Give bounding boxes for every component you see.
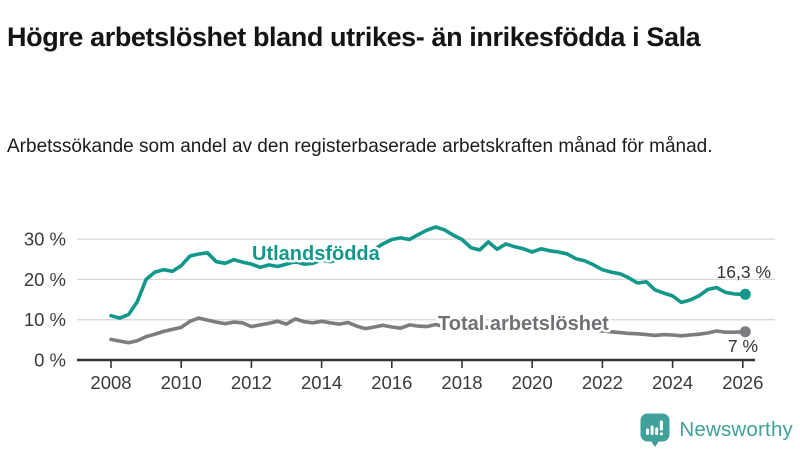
- x-tick-label: 2018: [441, 372, 482, 393]
- series-line-0: [109, 225, 745, 320]
- y-tick-label: 10 %: [24, 309, 66, 330]
- series-label-total-arbetsloshet: Total arbetslöshet: [438, 313, 609, 335]
- newsworthy-logo[interactable]: Newsworthy: [639, 412, 793, 448]
- x-tick-label: 2008: [90, 372, 131, 393]
- end-value-label-utlandsfodda: 16,3 %: [717, 262, 771, 282]
- x-tick-label: 2020: [512, 372, 553, 393]
- y-tick-label: 20 %: [24, 269, 66, 290]
- x-tick-label: 2016: [371, 372, 412, 393]
- x-tick-label: 2010: [161, 372, 202, 393]
- x-tick-label: 2012: [231, 372, 272, 393]
- y-tick-label: 30 %: [24, 229, 66, 250]
- bar-chart-speech-bubble-icon: [640, 413, 670, 447]
- chart-canvas: 0 % 10 % 20 % 30 % 2008 2010 2012 2014 2016 2018 2…: [24, 225, 775, 393]
- x-tick-label: 2024: [652, 372, 693, 393]
- end-value-label-total-arbetsloshet: 7 %: [728, 336, 758, 356]
- series-end-dot-1: [739, 326, 751, 338]
- series-label-utlandsfodda: Utlandsfödda: [252, 243, 381, 265]
- line-chart: 0 % 10 % 20 % 30 % 2008 2010 2012 2014 2016 2018 2…: [0, 196, 800, 450]
- page-title: Högre arbetslöshet bland utrikes- än inr…: [7, 22, 701, 53]
- x-tick-label: 2026: [722, 372, 763, 393]
- x-tick-label: 2014: [301, 372, 342, 393]
- y-tick-label: 0 %: [34, 350, 66, 371]
- series-end-dot-0: [739, 288, 751, 300]
- chart-subtitle: Arbetssökande som andel av den registerb…: [7, 136, 713, 157]
- series-line-1: [109, 316, 745, 345]
- x-tick-label: 2022: [582, 372, 623, 393]
- logo-text: Newsworthy: [679, 418, 793, 441]
